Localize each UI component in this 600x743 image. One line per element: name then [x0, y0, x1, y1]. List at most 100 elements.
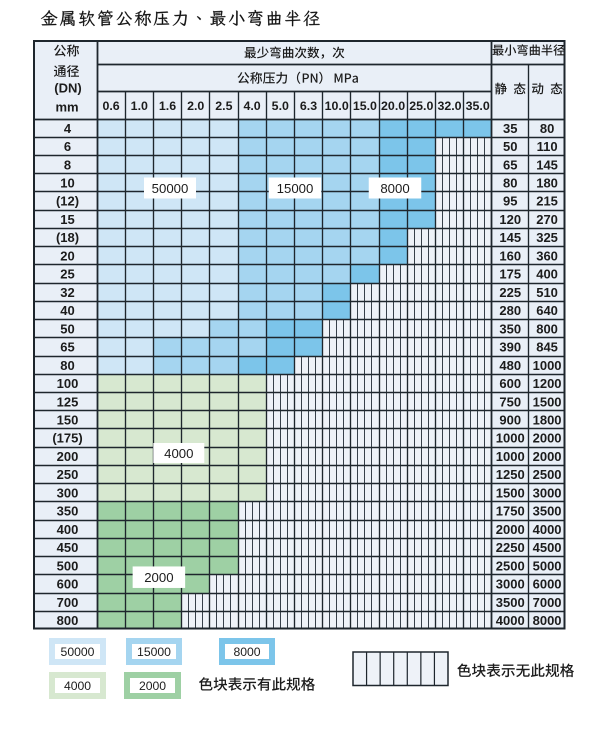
svg-text:180: 180	[536, 175, 558, 190]
svg-text:1000: 1000	[496, 431, 525, 446]
svg-text:1500: 1500	[533, 394, 562, 409]
svg-text:350: 350	[499, 321, 521, 336]
svg-text:25.0: 25.0	[409, 99, 433, 113]
svg-text:2000: 2000	[533, 431, 562, 446]
svg-text:125: 125	[57, 394, 79, 409]
svg-text:110: 110	[537, 139, 558, 154]
svg-text:0.6: 0.6	[102, 99, 119, 113]
svg-text:20: 20	[60, 248, 74, 263]
svg-text:(18): (18)	[56, 230, 79, 245]
svg-text:20.0: 20.0	[381, 99, 405, 113]
svg-text:50: 50	[60, 321, 74, 336]
svg-text:(12): (12)	[56, 194, 79, 209]
svg-text:640: 640	[536, 303, 558, 318]
svg-text:2500: 2500	[533, 467, 562, 482]
svg-text:5.0: 5.0	[272, 99, 289, 113]
svg-text:120: 120	[499, 212, 521, 227]
svg-text:6000: 6000	[533, 577, 562, 592]
svg-text:7000: 7000	[533, 595, 562, 610]
svg-text:750: 750	[499, 394, 521, 409]
svg-text:65: 65	[503, 157, 517, 172]
svg-text:1500: 1500	[496, 485, 525, 500]
svg-text:80: 80	[60, 358, 74, 373]
svg-text:600: 600	[57, 577, 79, 592]
svg-text:175: 175	[499, 267, 521, 282]
svg-text:900: 900	[499, 413, 521, 428]
svg-text:325: 325	[536, 230, 558, 245]
svg-text:1.6: 1.6	[159, 99, 176, 113]
svg-text:1200: 1200	[533, 376, 562, 391]
svg-text:80: 80	[540, 121, 554, 136]
svg-text:15: 15	[60, 212, 74, 227]
svg-text:2000: 2000	[496, 522, 525, 537]
svg-text:160: 160	[499, 248, 521, 263]
svg-text:300: 300	[57, 485, 79, 500]
svg-text:390: 390	[499, 340, 521, 355]
svg-text:225: 225	[499, 285, 521, 300]
svg-text:8000: 8000	[380, 181, 409, 196]
svg-text:95: 95	[503, 194, 517, 209]
svg-text:2000: 2000	[533, 449, 562, 464]
svg-text:8000: 8000	[533, 613, 562, 628]
svg-text:32: 32	[60, 285, 74, 300]
svg-text:3000: 3000	[533, 485, 562, 500]
svg-text:2500: 2500	[496, 558, 525, 573]
svg-text:1250: 1250	[496, 467, 525, 482]
svg-text:4000: 4000	[533, 522, 562, 537]
svg-text:800: 800	[536, 321, 558, 336]
svg-text:360: 360	[536, 248, 558, 263]
svg-text:15000: 15000	[277, 181, 314, 196]
svg-text:1000: 1000	[533, 358, 562, 373]
svg-text:65: 65	[60, 340, 74, 355]
svg-text:4000: 4000	[496, 613, 525, 628]
svg-text:6: 6	[64, 139, 71, 154]
svg-text:1750: 1750	[496, 504, 525, 519]
svg-text:35: 35	[503, 121, 517, 136]
svg-text:845: 845	[536, 340, 558, 355]
svg-text:145: 145	[499, 230, 521, 245]
svg-text:10.0: 10.0	[325, 99, 349, 113]
svg-text:400: 400	[57, 522, 79, 537]
svg-text:80: 80	[503, 175, 517, 190]
svg-text:8000: 8000	[233, 645, 260, 659]
svg-text:15000: 15000	[137, 645, 171, 659]
svg-text:1800: 1800	[533, 413, 562, 428]
svg-text:2.5: 2.5	[215, 99, 232, 113]
svg-text:32.0: 32.0	[437, 99, 461, 113]
svg-text:5000: 5000	[533, 558, 562, 573]
svg-text:2.0: 2.0	[187, 99, 204, 113]
svg-text:mm: mm	[55, 100, 78, 115]
svg-text:250: 250	[57, 467, 79, 482]
svg-text:500: 500	[57, 558, 79, 573]
svg-text:100: 100	[57, 376, 79, 391]
svg-text:4: 4	[64, 121, 72, 136]
svg-text:280: 280	[499, 303, 521, 318]
svg-text:450: 450	[57, 540, 79, 555]
svg-text:10: 10	[60, 175, 74, 190]
svg-text:3000: 3000	[496, 577, 525, 592]
svg-text:270: 270	[536, 212, 558, 227]
svg-text:40: 40	[60, 303, 74, 318]
svg-text:8: 8	[64, 157, 71, 172]
svg-text:400: 400	[536, 267, 558, 282]
svg-text:3500: 3500	[533, 504, 562, 519]
svg-text:2250: 2250	[496, 540, 525, 555]
svg-text:800: 800	[57, 613, 79, 628]
svg-text:25: 25	[60, 267, 74, 282]
svg-text:215: 215	[536, 194, 558, 209]
svg-text:700: 700	[57, 595, 79, 610]
svg-text:50: 50	[503, 139, 517, 154]
svg-text:50000: 50000	[61, 645, 95, 659]
svg-text:15.0: 15.0	[353, 99, 377, 113]
svg-text:2000: 2000	[144, 570, 173, 585]
svg-text:(175): (175)	[52, 431, 82, 446]
svg-text:1.0: 1.0	[131, 99, 148, 113]
svg-text:(DN): (DN)	[54, 81, 81, 96]
svg-text:4000: 4000	[164, 446, 193, 461]
svg-text:2000: 2000	[139, 679, 166, 693]
svg-text:510: 510	[536, 285, 558, 300]
svg-text:200: 200	[57, 449, 79, 464]
svg-text:3500: 3500	[496, 595, 525, 610]
svg-text:50000: 50000	[152, 181, 189, 196]
svg-text:4.0: 4.0	[243, 99, 260, 113]
